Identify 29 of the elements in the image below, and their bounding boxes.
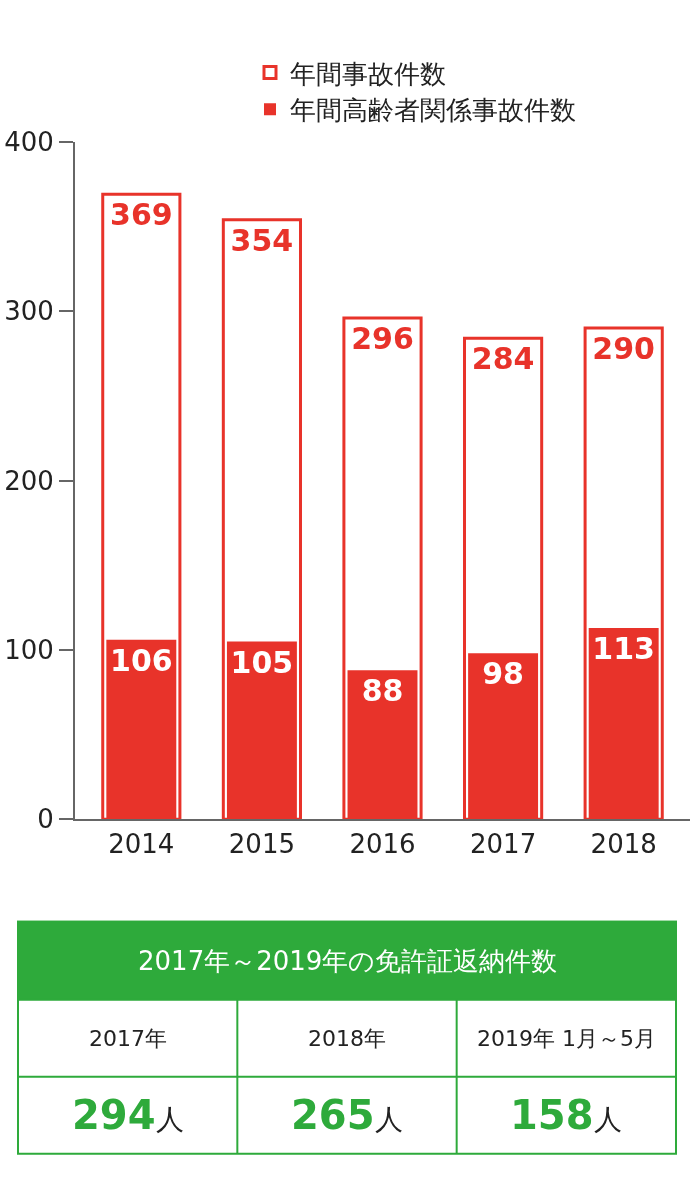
y-tick-label: 400 (4, 126, 54, 157)
data-label: 294人 (72, 1092, 184, 1138)
y-tick-label: 300 (4, 296, 54, 327)
data-label: 113 (592, 630, 655, 666)
x-tick-label: 2016 (349, 828, 416, 859)
category-label: 2017年 (89, 1026, 167, 1051)
x-tick-label: 2014 (108, 828, 175, 859)
y-tick-label: 200 (4, 465, 54, 496)
category-label: 2019年 1月～5月 (477, 1026, 656, 1051)
data-label: 105 (230, 644, 294, 680)
data-label: 369 (110, 197, 173, 233)
data-label: 354 (230, 222, 294, 258)
data-label: 284 (471, 341, 535, 377)
legend-label: 年間事故件数 (290, 58, 446, 89)
y-tick-label: 100 (4, 635, 54, 666)
x-tick-label: 2017 (470, 828, 537, 859)
legend-label: 年間高齢者関係事故件数 (290, 95, 576, 126)
data-label: 296 (351, 320, 414, 356)
y-tick-label: 0 (37, 804, 54, 835)
data-label: 290 (592, 331, 655, 367)
data-label: 106 (110, 642, 173, 678)
x-tick-label: 2015 (228, 828, 295, 859)
category-label: 2018年 (308, 1026, 386, 1051)
data-label: 158人 (510, 1092, 622, 1138)
data-label: 265人 (291, 1092, 403, 1138)
text: 2017年～2019年の免許証返納件数 (138, 946, 558, 976)
x-tick-label: 2018 (590, 828, 657, 859)
data-label: 98 (482, 656, 524, 692)
data-label: 88 (361, 673, 404, 709)
